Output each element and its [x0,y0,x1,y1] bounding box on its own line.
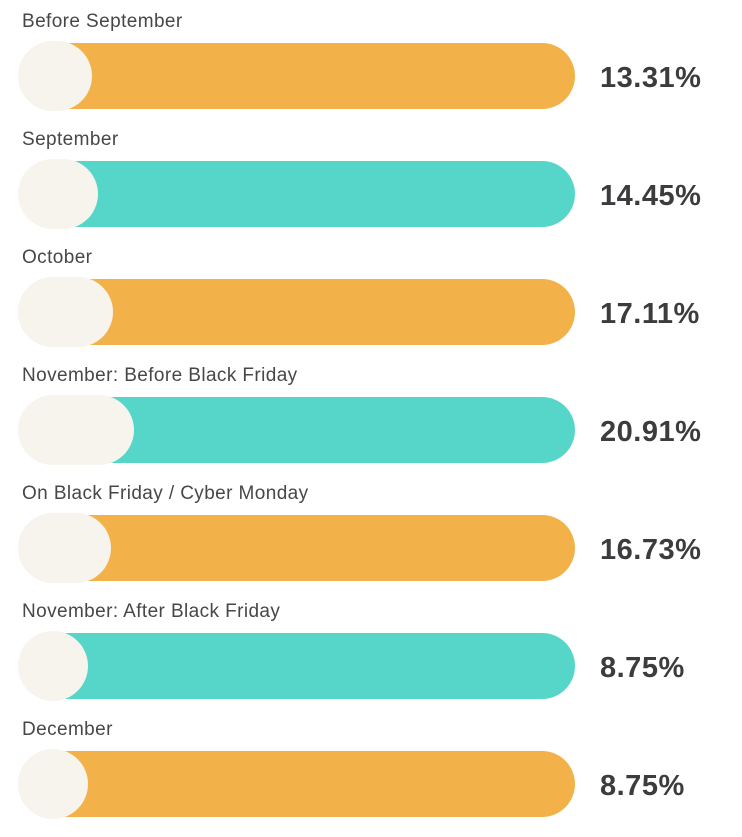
chart-row: September 14.45% [0,126,742,229]
chart-row: November: Before Black Friday 20.91% [0,362,742,465]
percentage-value: 8.75% [600,769,685,802]
bar-track [18,749,575,819]
bar-line: 8.75% [0,749,742,819]
category-label: October [22,247,93,268]
bar-track [18,631,575,701]
chart-row: On Black Friday / Cyber Monday 16.73% [0,480,742,583]
percentage-value: 16.73% [600,533,702,566]
bar-fill-pill [18,159,99,229]
bar-fill-pill [18,631,88,701]
category-label: September [22,129,119,150]
percentage-value: 8.75% [600,651,685,684]
chart-row: December 8.75% [0,716,742,819]
bar-track [18,513,575,583]
bar-track [18,159,575,229]
bar-fill-pill [18,277,113,347]
bar-fill-pill [18,749,88,819]
bar-line: 16.73% [0,513,742,583]
percentage-value: 14.45% [600,179,702,212]
chart-row: Before September 13.31% [0,8,742,111]
bar-line: 13.31% [0,41,742,111]
bar-track [18,395,575,465]
category-label: November: Before Black Friday [22,365,298,386]
chart-row: October 17.11% [0,244,742,347]
bar-fill-pill [18,41,92,111]
category-label: On Black Friday / Cyber Monday [22,483,309,504]
category-label: November: After Black Friday [22,601,281,622]
bar-line: 17.11% [0,277,742,347]
percentage-value: 20.91% [600,415,702,448]
bar-fill-pill [18,395,135,465]
bar-line: 14.45% [0,159,742,229]
bar-fill-pill [18,513,111,583]
category-label: December [22,719,113,740]
percentage-value: 13.31% [600,61,702,94]
category-label: Before September [22,11,183,32]
percentage-value: 17.11% [600,297,700,330]
bar-track [18,41,575,111]
holiday-shopping-bar-chart: Before September 13.31% September 14.45%… [0,8,742,819]
chart-row: November: After Black Friday 8.75% [0,598,742,701]
bar-line: 8.75% [0,631,742,701]
bar-line: 20.91% [0,395,742,465]
bar-track [18,277,575,347]
